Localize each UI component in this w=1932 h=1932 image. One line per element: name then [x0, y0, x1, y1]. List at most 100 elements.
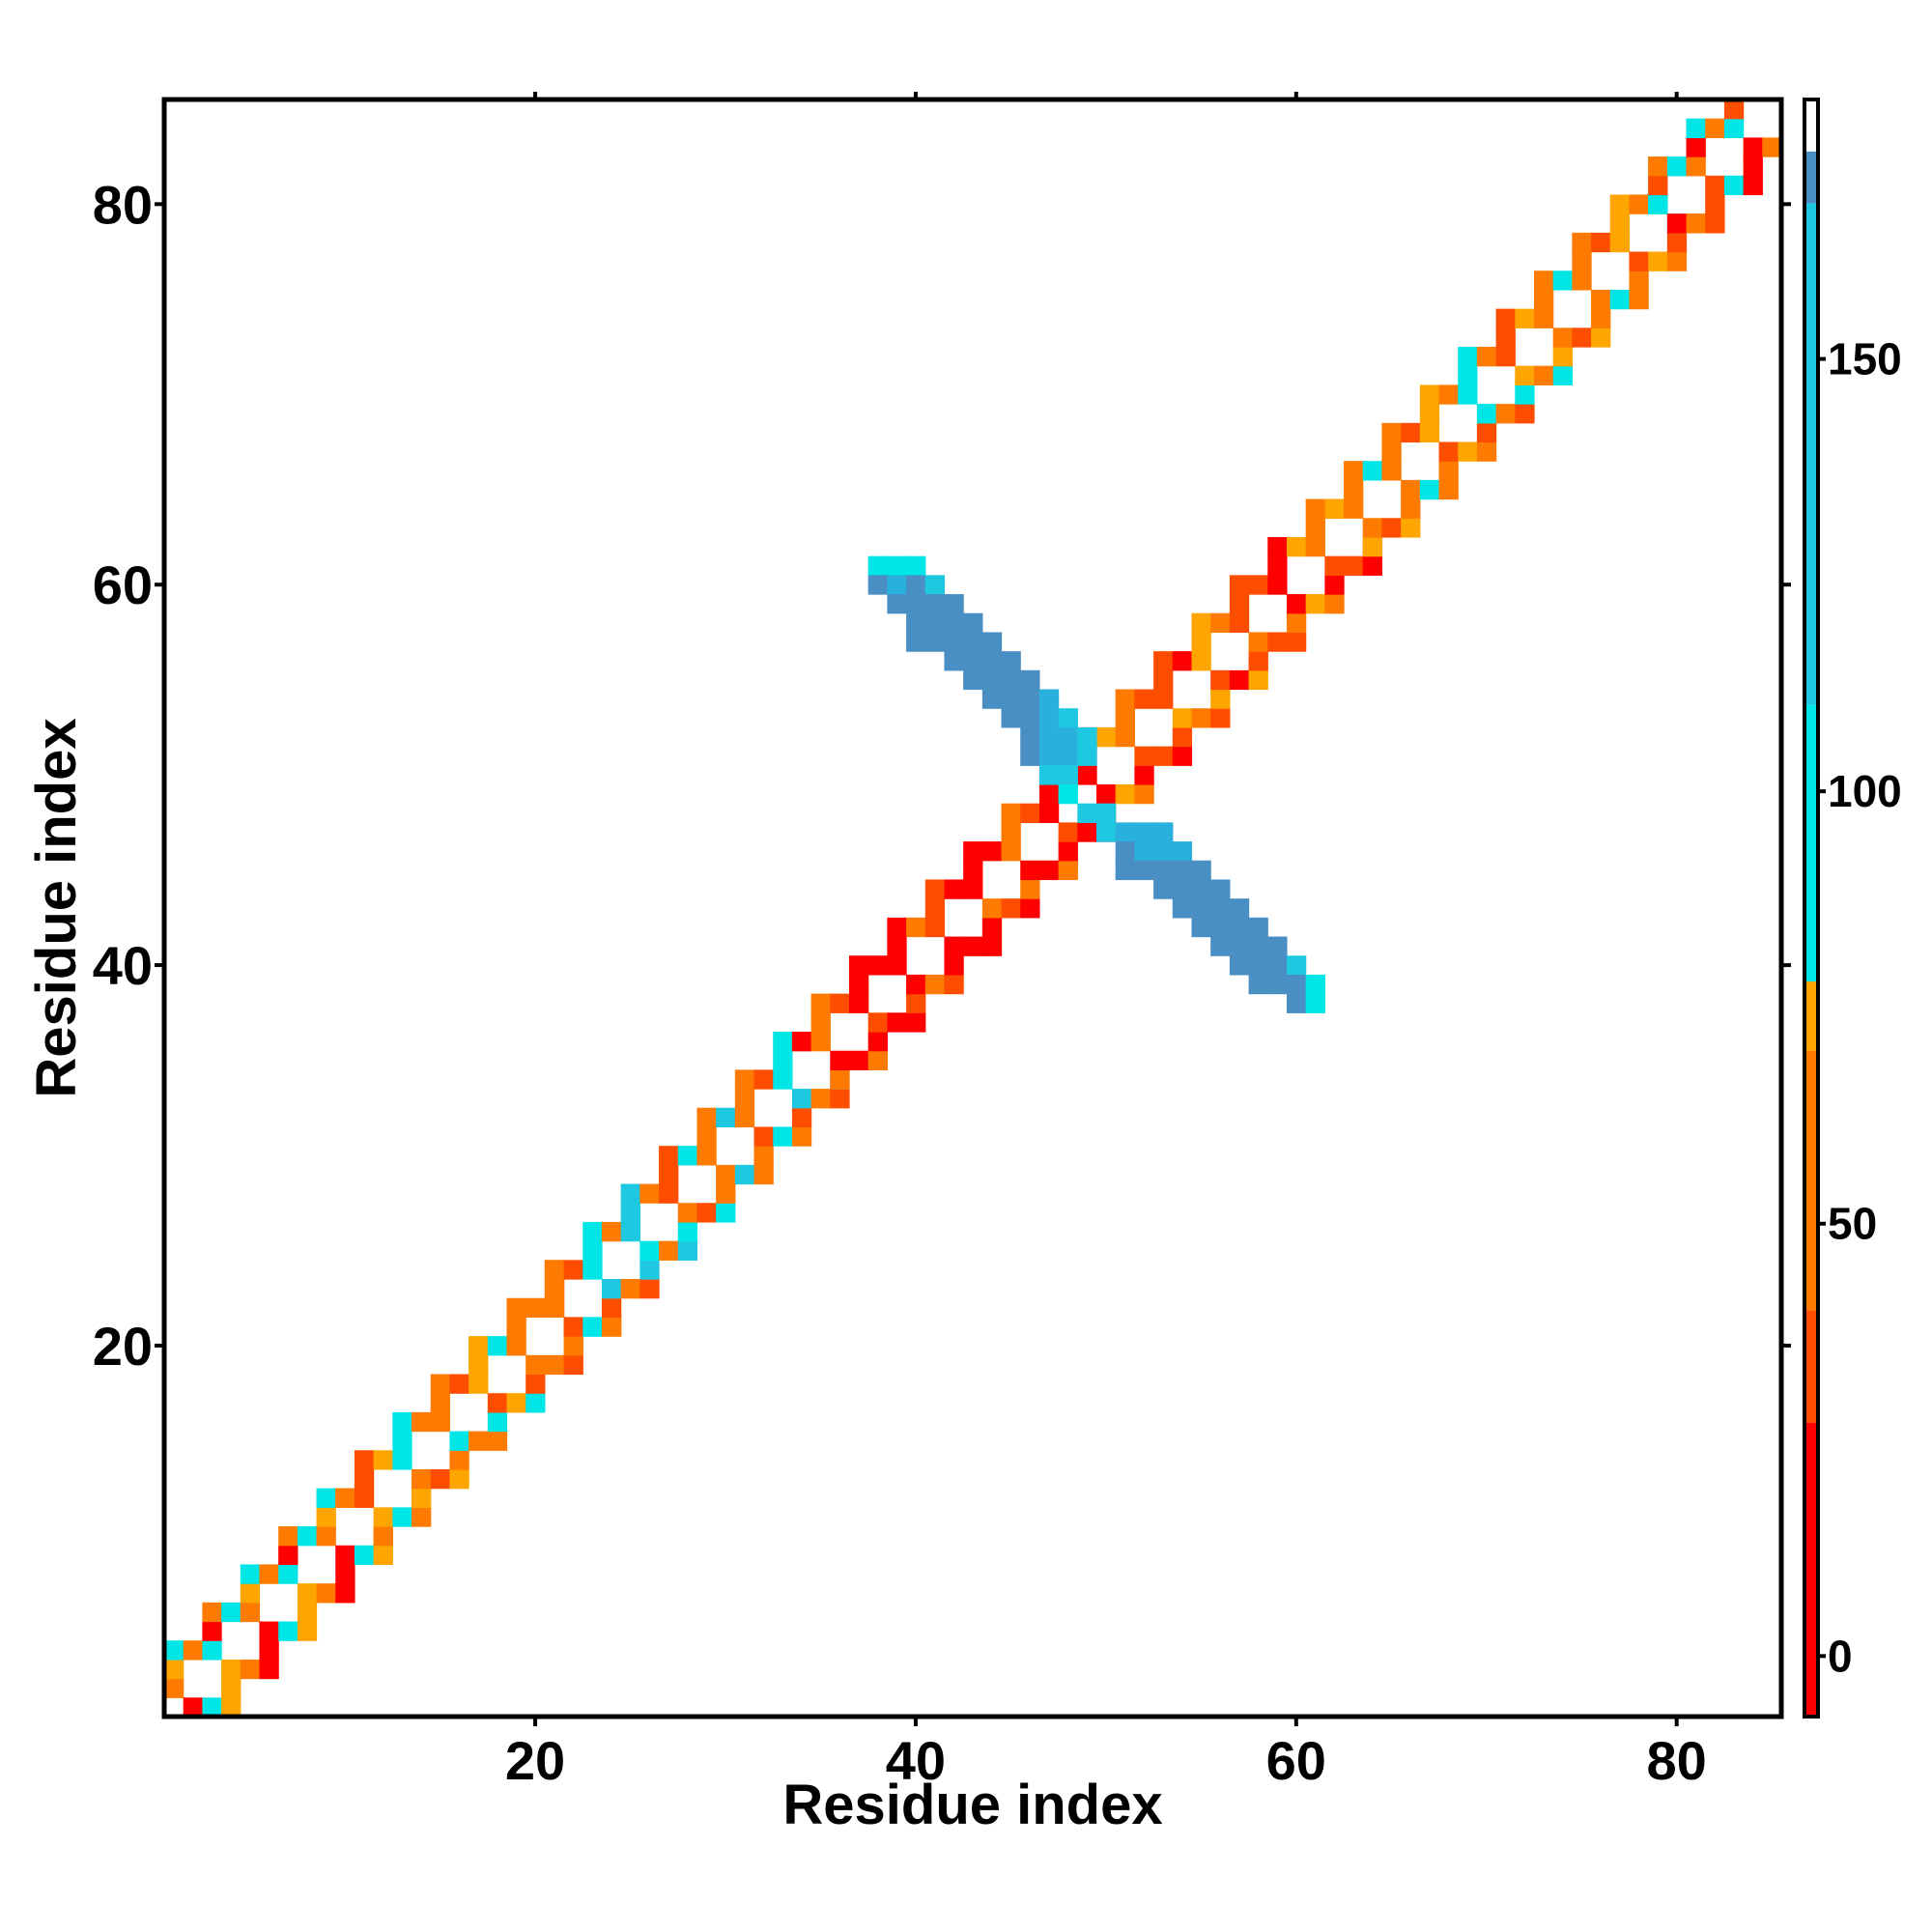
heatmap-cell: [240, 1564, 261, 1584]
heatmap-cell: [1038, 746, 1060, 766]
heatmap-cell: [1038, 860, 1060, 881]
heatmap-cell: [469, 1374, 489, 1394]
heatmap-cell: [1038, 803, 1060, 823]
heatmap-cell: [1572, 327, 1592, 348]
heatmap-cell: [1096, 822, 1117, 842]
heatmap-cell: [1267, 555, 1288, 576]
heatmap-cell: [867, 955, 888, 976]
heatmap-cell: [924, 632, 946, 652]
heatmap-cell: [981, 689, 1003, 709]
heatmap-cell: [963, 860, 983, 881]
heatmap-cell: [449, 1468, 469, 1490]
heatmap-cell: [506, 1336, 526, 1356]
heatmap-cell: [639, 1279, 660, 1299]
heatmap-cell: [1248, 651, 1268, 671]
heatmap-cell: [734, 1069, 755, 1090]
heatmap-cell: [1324, 594, 1345, 614]
heatmap-cell: [1648, 194, 1668, 214]
heatmap-cell: [1723, 118, 1745, 138]
heatmap-cell: [620, 1203, 640, 1223]
heatmap-cell: [1362, 536, 1383, 557]
heatmap-cell: [259, 1621, 279, 1641]
heatmap-cell: [1210, 879, 1231, 899]
heatmap-cell: [1381, 441, 1402, 462]
heatmap-cell: [354, 1545, 375, 1566]
heatmap-cell: [639, 1183, 660, 1204]
heatmap-cell: [906, 612, 926, 634]
heatmap-cell: [830, 1089, 850, 1109]
heatmap-cell: [830, 993, 850, 1013]
heatmap-cell: [906, 632, 926, 652]
heatmap-cell: [906, 974, 926, 995]
heatmap-cell: [526, 1393, 546, 1413]
heatmap-cell: [1609, 194, 1631, 214]
colorbar-band: [1804, 1422, 1818, 1717]
heatmap-cell: [1609, 289, 1631, 310]
heatmap-cell: [981, 917, 1003, 938]
y-axis-title: Residue index: [25, 718, 88, 1097]
heatmap-cell: [1629, 289, 1649, 310]
heatmap-cell: [1191, 879, 1211, 899]
heatmap-cell: [1324, 498, 1345, 519]
heatmap-cell: [659, 1164, 679, 1185]
heatmap-cell: [1305, 993, 1325, 1013]
heatmap-cell: [412, 1411, 432, 1433]
heatmap-cell: [1609, 232, 1631, 253]
heatmap-cell: [1229, 669, 1250, 691]
heatmap-cell: [582, 1317, 603, 1337]
heatmap-cell: [734, 1089, 755, 1109]
heatmap-cell: [1458, 365, 1478, 386]
heatmap-cell: [487, 1393, 508, 1413]
heatmap-cell: [924, 594, 946, 614]
heatmap-cell: [1629, 270, 1649, 291]
colorbar-band: [1804, 151, 1818, 204]
colorbar-tick-label: 50: [1828, 1199, 1877, 1249]
heatmap-cell: [944, 879, 964, 899]
heatmap-cell: [487, 1431, 508, 1451]
heatmap-cell: [1344, 479, 1364, 500]
heatmap-cell: [1629, 251, 1649, 271]
heatmap-cell: [753, 1164, 774, 1185]
heatmap-cell: [221, 1659, 242, 1680]
y-tick-label: 20: [93, 1316, 153, 1377]
heatmap-cell: [1229, 936, 1250, 956]
colorbar-band: [1804, 1310, 1818, 1423]
colorbar-band: [1804, 981, 1818, 1051]
heatmap-cell: [278, 1526, 298, 1547]
heatmap-cell: [1438, 461, 1459, 481]
heatmap-cell: [887, 594, 907, 614]
heatmap-cell: [1723, 175, 1745, 196]
heatmap-cell: [582, 1221, 603, 1242]
heatmap-cell: [1001, 803, 1021, 823]
heatmap-cell: [202, 1697, 222, 1718]
heatmap-cell: [1115, 726, 1135, 748]
colorbar-band: [1804, 99, 1818, 152]
heatmap-cell: [392, 1411, 412, 1433]
heatmap-cell: [848, 1050, 869, 1070]
heatmap-cell: [1001, 841, 1021, 862]
heatmap-cell: [582, 1240, 603, 1261]
heatmap-cell: [1495, 347, 1516, 367]
heatmap-cell: [773, 1050, 793, 1070]
y-axis: 20 40 60 80: [93, 174, 1791, 1377]
heatmap-cell: [412, 1488, 432, 1508]
heatmap-cell: [944, 955, 964, 976]
heatmap-cell: [867, 1012, 888, 1033]
heatmap-cell: [1705, 118, 1725, 138]
heatmap-cell: [278, 1564, 298, 1584]
heatmap-cell: [887, 575, 907, 595]
heatmap-cell: [1153, 822, 1174, 842]
heatmap-cell: [734, 1107, 755, 1128]
heatmap-cell: [1552, 365, 1573, 386]
heatmap-cell: [1058, 726, 1078, 748]
heatmap-cell: [696, 1107, 717, 1128]
heatmap-cell: [1058, 841, 1078, 862]
heatmap-cell: [1229, 612, 1250, 634]
heatmap-cell: [791, 1089, 812, 1109]
heatmap-cell: [1210, 917, 1231, 938]
heatmap-cell: [297, 1621, 318, 1641]
heatmap-cell: [1001, 669, 1021, 691]
heatmap-cell: [887, 917, 907, 938]
heatmap-cell: [392, 1431, 412, 1451]
heatmap-cell: [981, 841, 1003, 862]
